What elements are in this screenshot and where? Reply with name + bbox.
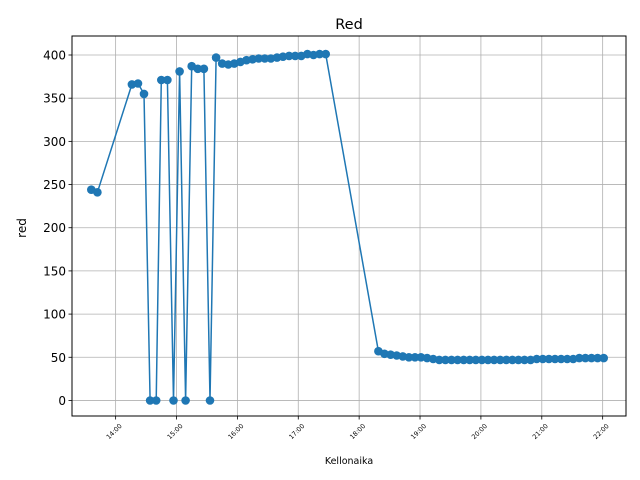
y-axis-ticks: 0 50 100 150 200 250 300 350 400 (43, 49, 72, 408)
y-axis-label: red (15, 218, 29, 238)
data-point (157, 75, 166, 85)
data-point (471, 355, 481, 365)
data-point (199, 64, 209, 74)
data-point (133, 79, 143, 88)
data-point (544, 354, 554, 364)
data-point (508, 355, 517, 365)
data-point (556, 354, 566, 364)
data-point (562, 354, 572, 364)
series-red (87, 49, 608, 405)
y-tick-label: 400 (43, 49, 66, 63)
y-tick-label: 50 (51, 351, 66, 365)
y-tick-label: 150 (43, 264, 66, 278)
data-point (489, 355, 499, 365)
y-tick-label: 300 (43, 135, 66, 149)
data-point (575, 353, 584, 363)
data-point (139, 89, 149, 99)
data-point (404, 353, 414, 362)
data-point (514, 355, 523, 365)
y-tick-label: 350 (43, 92, 66, 106)
data-point (284, 51, 294, 61)
data-point (465, 355, 475, 365)
data-point (483, 355, 493, 365)
data-point (169, 396, 178, 405)
plot-frame (71, 35, 627, 417)
grid-lines (72, 36, 626, 416)
data-point (321, 49, 331, 59)
data-point (175, 67, 184, 76)
y-tick-label: 250 (43, 178, 66, 192)
data-point (211, 53, 221, 62)
data-point (459, 355, 469, 365)
data-point (145, 396, 155, 405)
data-point (290, 51, 300, 61)
data-point (502, 355, 511, 365)
data-point (93, 188, 102, 197)
data-point (315, 49, 324, 59)
chart-title: Red (335, 17, 363, 33)
y-tick-label: 100 (43, 308, 66, 322)
data-point (181, 396, 190, 405)
data-point (410, 353, 420, 362)
data-point (254, 54, 263, 63)
x-axis-label: Kellonaika (325, 456, 373, 467)
plot-area (72, 36, 626, 416)
data-point (532, 354, 541, 364)
data-point (581, 353, 590, 363)
data-point (593, 353, 602, 363)
data-point (447, 355, 456, 365)
y-tick-label: 200 (43, 221, 66, 235)
data-point (587, 353, 596, 363)
data-point (477, 355, 487, 365)
data-point (453, 355, 462, 365)
data-point (441, 355, 450, 365)
data-point (435, 355, 444, 365)
data-point (495, 355, 505, 365)
data-point (151, 396, 161, 405)
data-point (538, 354, 548, 364)
data-point (599, 353, 608, 363)
data-point (163, 75, 172, 85)
data-point (193, 64, 203, 74)
data-point (550, 354, 560, 364)
y-tick-label: 0 (58, 394, 66, 408)
data-point (260, 54, 270, 63)
data-point (520, 355, 529, 365)
data-point (205, 396, 215, 405)
